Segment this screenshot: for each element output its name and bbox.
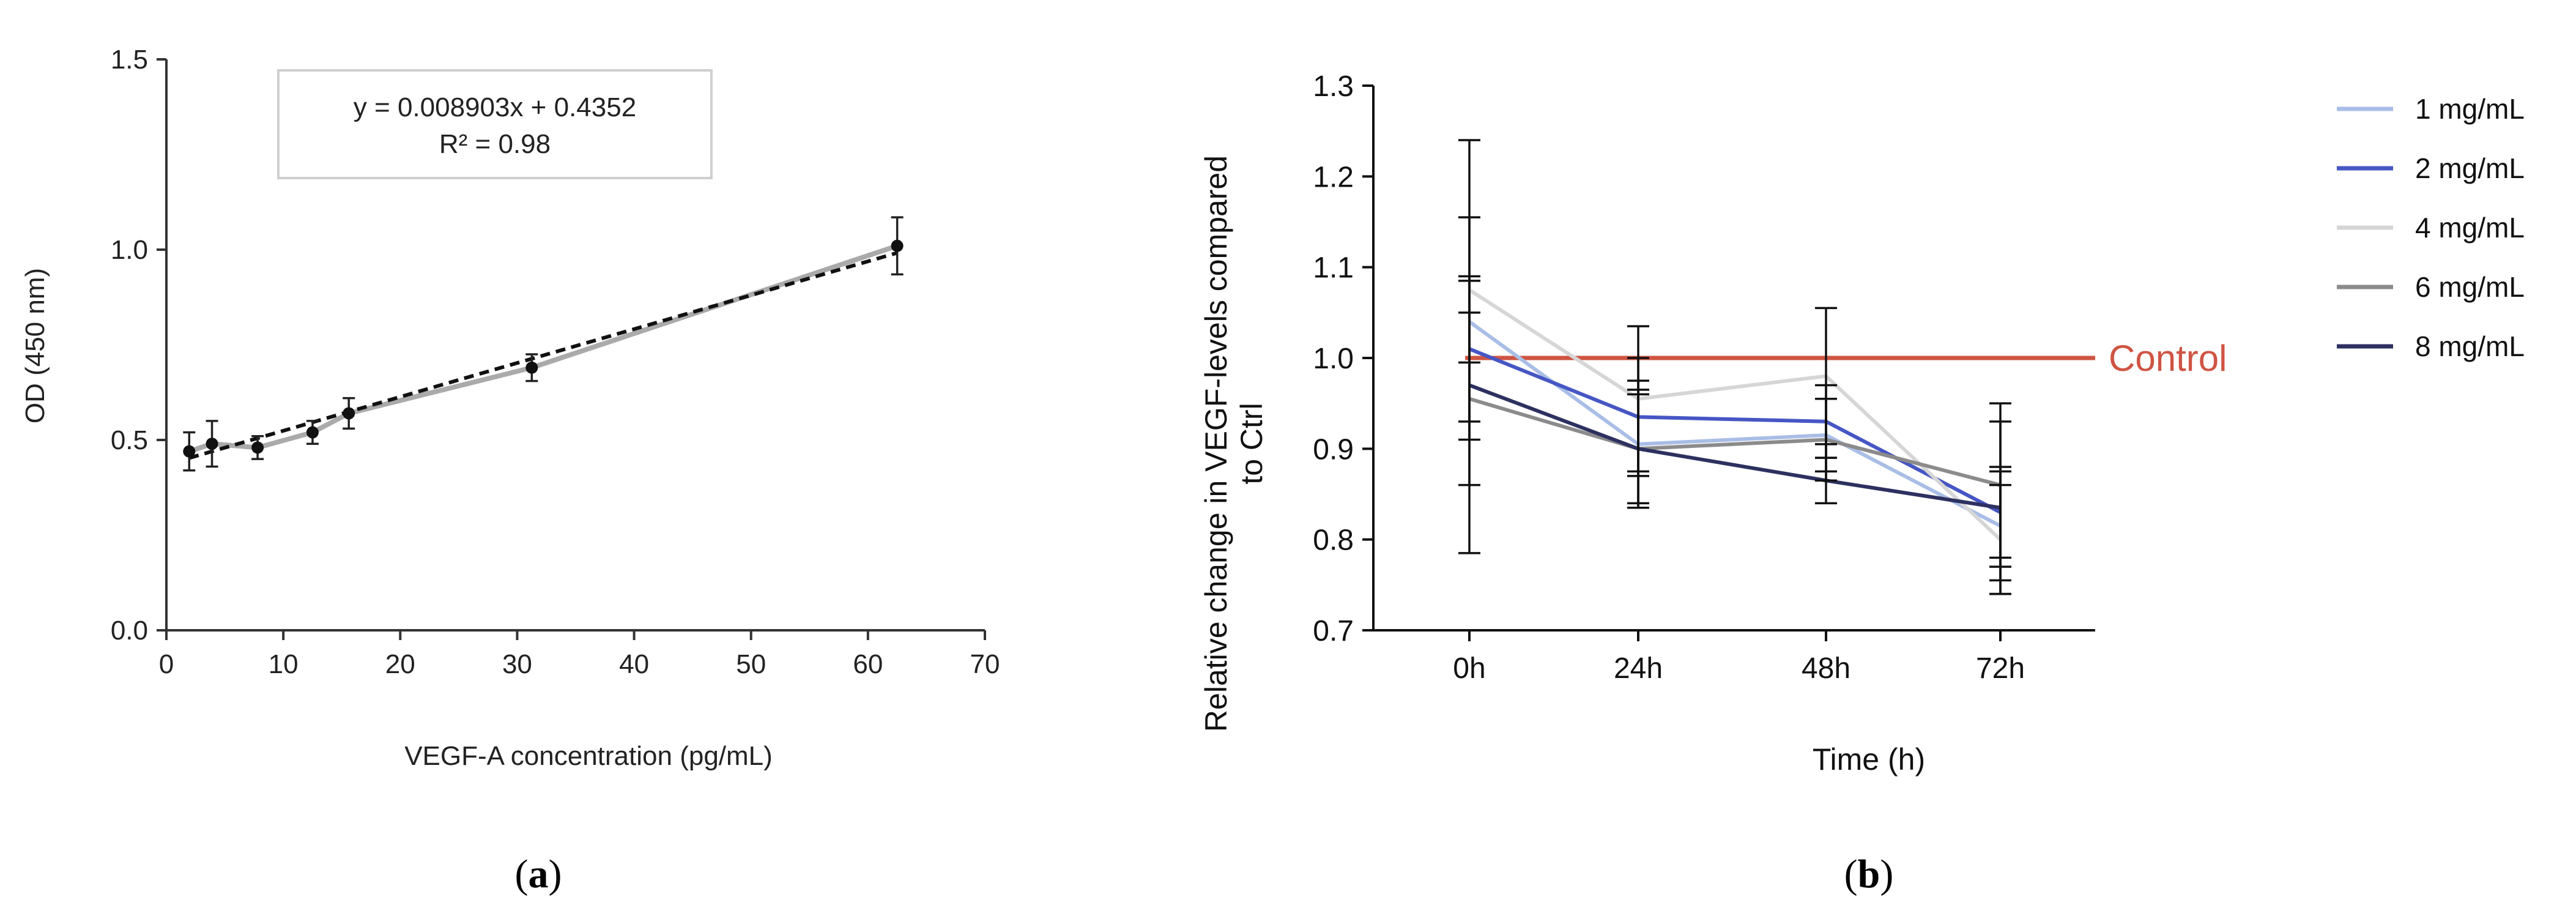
- series-line: [1468, 288, 2002, 541]
- linear-fit-line: [188, 251, 898, 460]
- data-point: [183, 445, 196, 458]
- data-point: [251, 441, 264, 454]
- data-point: [343, 407, 355, 420]
- equation-box-frame: [277, 69, 713, 179]
- y-tick-label: 1.0: [1313, 343, 1354, 375]
- panel-a-series: [183, 216, 904, 472]
- panel-b-ticks: 0.7 0.8 0.9 1.0 1.1 1.2 1.3 0h 24h 48h 72h: [1313, 70, 2025, 685]
- x-tick-label: 24h: [1614, 652, 1663, 685]
- data-point: [525, 361, 538, 374]
- legend-item: 1 mg/mL: [2337, 93, 2525, 125]
- panel-a-y-axis-title: OD (450 nm): [20, 268, 50, 423]
- x-tick-label: 10: [269, 649, 299, 679]
- data-point: [306, 426, 319, 439]
- control-reference: Control: [1465, 338, 2227, 379]
- y-tick-label: 1.5: [111, 45, 148, 75]
- legend-label: 2 mg/mL: [2415, 152, 2525, 184]
- panel-a-x-axis-title: VEGF-A concentration (pg/mL): [404, 741, 773, 771]
- x-tick-label: 48h: [1802, 652, 1850, 685]
- legend: 1 mg/mL 2 mg/mL 4 mg/mL 6 mg/mL 8 mg/mL: [2337, 93, 2525, 362]
- panel-b-letter: b: [1858, 852, 1880, 896]
- x-tick-label: 70: [970, 649, 1000, 679]
- y-tick-label: 1.2: [1313, 161, 1354, 193]
- legend-label: 1 mg/mL: [2415, 93, 2525, 125]
- x-tick-label: 50: [736, 649, 766, 679]
- legend-item: 2 mg/mL: [2337, 152, 2525, 184]
- legend-item: 4 mg/mL: [2337, 212, 2525, 244]
- r-squared: R² = 0.98: [439, 129, 551, 159]
- panel-b: 0.7 0.8 0.9 1.0 1.1 1.2 1.3 0h 24h 48h 72h Control…: [1199, 70, 2525, 896]
- legend-item: 6 mg/mL: [2337, 271, 2525, 303]
- y-tick-label: 0.9: [1313, 433, 1354, 466]
- panel-b-series: [1458, 139, 2011, 595]
- measured-curve: [188, 243, 898, 454]
- y-tick-label: 0.7: [1313, 615, 1354, 647]
- series-line: [1468, 347, 2002, 514]
- panel-a-label: (a): [515, 852, 562, 896]
- legend-label: 4 mg/mL: [2415, 212, 2525, 244]
- series-line: [1468, 383, 2001, 510]
- y-tick-label: 0.0: [111, 616, 148, 646]
- panel-b-x-axis-title: Time (h): [1813, 742, 1925, 777]
- y-tick-label: 1.3: [1313, 70, 1354, 103]
- panel-a: 0 10 20 30 40 50 60 70 0.0 0.5 1.0 1.5 y = 0.008903…: [20, 45, 1000, 896]
- y-tick-label: 1.0: [111, 235, 148, 265]
- legend-label: 6 mg/mL: [2415, 271, 2525, 303]
- x-tick-label: 30: [502, 649, 532, 679]
- panel-a-axes: [165, 59, 985, 632]
- panel-b-y-axis-title: Relative change in VEGF-levels comparedt…: [1199, 155, 1269, 732]
- y-title-line-2: to Ctrl: [1234, 403, 1269, 484]
- data-point: [891, 239, 904, 252]
- y-tick-label: 1.1: [1313, 252, 1354, 285]
- x-tick-label: 40: [619, 649, 649, 679]
- panel-b-label: (b): [1844, 852, 1894, 896]
- y-title-line-1: Relative change in VEGF-levels compared: [1199, 155, 1233, 732]
- control-label: Control: [2109, 338, 2227, 379]
- equation-box: y = 0.008903x + 0.4352 R² = 0.98: [277, 69, 713, 179]
- x-tick-label: 60: [853, 649, 883, 679]
- x-tick-label: 0: [159, 649, 174, 679]
- panel-a-ticks: 0 10 20 30 40 50 60 70 0.0 0.5 1.0 1.5: [111, 45, 1000, 679]
- fit-equation: y = 0.008903x + 0.4352: [354, 92, 636, 122]
- data-point: [206, 438, 218, 450]
- series-line: [1469, 397, 2001, 487]
- x-tick-label: 0h: [1453, 652, 1485, 685]
- x-tick-label: 20: [385, 649, 415, 679]
- y-tick-label: 0.5: [111, 425, 148, 455]
- legend-label: 8 mg/mL: [2415, 330, 2525, 362]
- y-tick-label: 0.8: [1313, 524, 1354, 557]
- x-tick-label: 72h: [1976, 652, 2025, 685]
- legend-item: 8 mg/mL: [2337, 330, 2525, 362]
- panel-a-letter: a: [529, 852, 549, 896]
